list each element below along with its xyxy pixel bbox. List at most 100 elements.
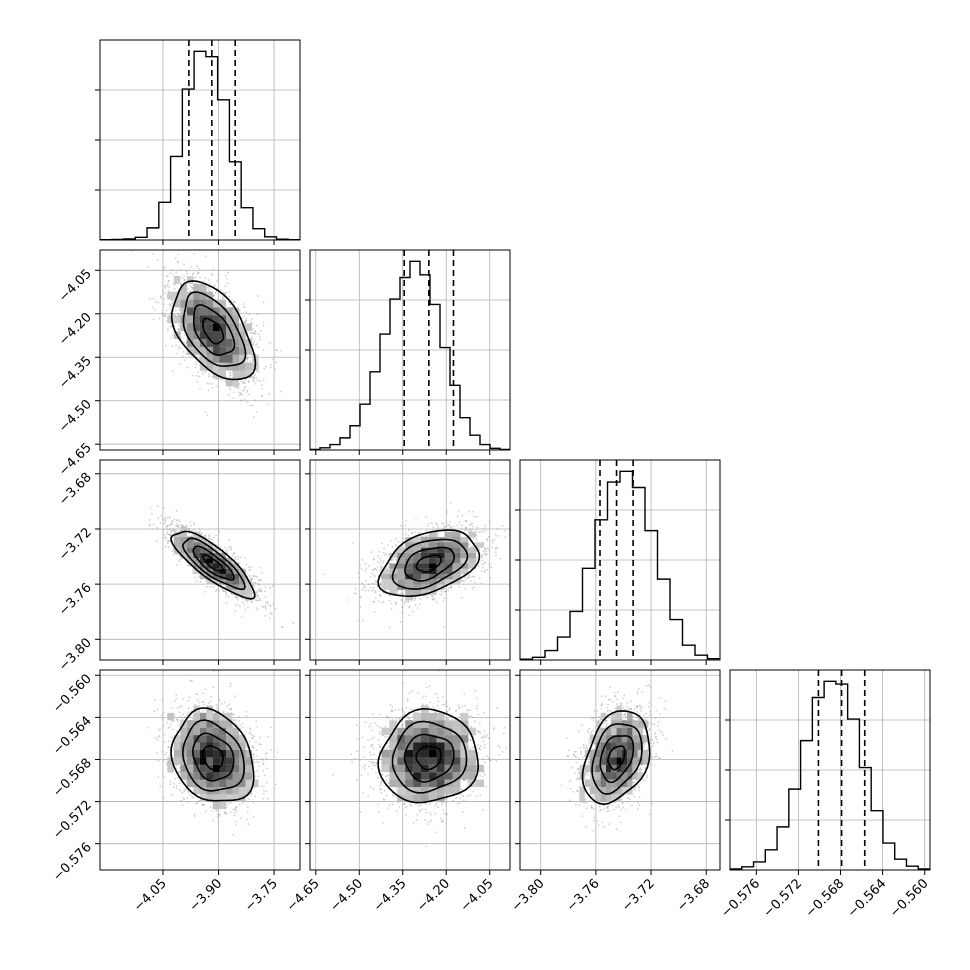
density-cell [206, 323, 213, 332]
panel-content [100, 250, 300, 450]
sample-point [225, 278, 228, 280]
sample-point [269, 586, 272, 589]
sample-point [193, 522, 196, 524]
density-cell [232, 354, 239, 363]
sample-point [263, 367, 266, 370]
histogram-step [100, 50, 300, 240]
sample-point [246, 401, 249, 404]
sample-point [253, 332, 255, 335]
sample-point [211, 273, 214, 275]
sample-point [189, 521, 192, 524]
sample-point [177, 261, 179, 263]
sample-point [243, 603, 246, 606]
sample-point [242, 303, 245, 305]
contour-line-1 [192, 304, 236, 357]
sample-point [175, 271, 178, 274]
sample-point [244, 321, 246, 324]
sample-point [219, 289, 222, 291]
sample-point [201, 370, 204, 373]
sample-point [177, 329, 180, 331]
sample-point [165, 275, 168, 278]
sample-point [183, 334, 186, 337]
density-cell [199, 346, 207, 355]
sample-point [241, 394, 244, 396]
sample-point [170, 531, 172, 533]
sample-point [149, 524, 152, 527]
sample-point [260, 572, 263, 574]
sample-point [170, 299, 173, 302]
sample-point [252, 582, 255, 585]
sample-point [208, 534, 211, 537]
sample-point [253, 416, 256, 419]
sample-point [184, 352, 187, 355]
density-cell [226, 362, 233, 371]
sample-point [243, 382, 246, 385]
density-cell [226, 354, 233, 363]
sample-point [236, 555, 239, 558]
sample-point [200, 532, 203, 534]
sample-point [252, 328, 255, 330]
sample-point [250, 601, 253, 604]
sample-point [169, 527, 171, 530]
sample-point [235, 386, 238, 388]
sample-point [165, 344, 167, 347]
sample-point [148, 519, 151, 521]
sample-point [199, 388, 201, 391]
sample-point [261, 387, 264, 390]
sample-point [173, 528, 175, 531]
sample-point [207, 289, 210, 292]
sample-point [259, 578, 262, 581]
sample-point [254, 575, 257, 578]
sample-point [249, 332, 252, 335]
sample-point [193, 528, 196, 531]
sample-point [165, 309, 168, 312]
sample-point [171, 528, 174, 531]
sample-point [244, 378, 247, 381]
sample-point [242, 306, 245, 309]
sample-point [234, 556, 237, 559]
sample-point [203, 280, 206, 283]
sample-point [253, 377, 255, 379]
sample-point [261, 394, 264, 397]
sample-point [160, 295, 163, 297]
density-cell [232, 370, 239, 379]
sample-point [196, 381, 198, 383]
density-cell [193, 291, 200, 300]
sample-point [264, 606, 267, 609]
sample-point [250, 565, 253, 568]
density-cell [213, 299, 220, 308]
y-tick-label: −4.50 [56, 397, 95, 436]
sample-point [157, 505, 159, 507]
sample-point [259, 579, 262, 582]
sample-point [247, 393, 250, 396]
sample-point [210, 274, 213, 276]
sample-point [240, 399, 243, 402]
sample-point [224, 292, 227, 295]
sample-point [167, 280, 170, 283]
sample-point [176, 519, 179, 521]
sample-point [256, 608, 259, 611]
sample-point [183, 263, 186, 266]
sample-point [236, 604, 239, 606]
sample-point [260, 395, 263, 397]
sample-point [260, 384, 263, 386]
sample-point [268, 392, 271, 395]
sample-point [149, 297, 152, 300]
sample-point [178, 309, 181, 312]
sample-point [177, 313, 180, 316]
sample-point [258, 588, 260, 591]
sample-point [221, 588, 223, 590]
sample-point [230, 547, 232, 550]
sample-point [169, 522, 172, 525]
sample-point [240, 380, 243, 382]
sample-point [192, 272, 195, 275]
sample-point [209, 288, 212, 291]
sample-point [204, 255, 207, 258]
sample-point [248, 313, 251, 316]
sample-point [244, 386, 247, 388]
sample-point [211, 387, 214, 389]
sample-point [162, 303, 165, 306]
sample-point [176, 261, 179, 263]
sample-point [162, 312, 164, 314]
sample-point [151, 306, 154, 309]
